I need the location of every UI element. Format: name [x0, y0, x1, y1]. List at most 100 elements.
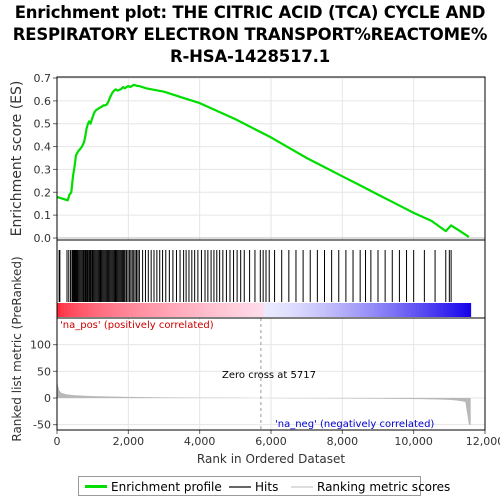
es-y-tick-label: 0.4	[34, 141, 52, 154]
color-bar-segment	[177, 303, 182, 317]
color-bar-segment	[443, 303, 447, 317]
color-bar-segment	[132, 303, 137, 317]
color-bar-segment	[284, 303, 289, 317]
color-bar-segment	[315, 303, 320, 317]
hit-marks	[58, 250, 452, 302]
color-bar-segment	[332, 303, 337, 317]
color-bar-segment	[246, 303, 251, 317]
color-bar-segment	[336, 303, 341, 317]
color-bar-segment	[139, 303, 144, 317]
color-bar-segment	[98, 303, 103, 317]
color-bar-segment	[353, 303, 358, 317]
color-bar-segment	[225, 303, 230, 317]
color-bar-segment	[294, 303, 299, 317]
color-bar-segment	[112, 303, 117, 317]
color-bar-segment	[115, 303, 120, 317]
metric-panel-frame	[56, 317, 486, 431]
color-bar-segment	[184, 303, 189, 317]
color-bar-segment	[74, 303, 79, 317]
color-bar-segment	[319, 303, 323, 317]
color-bar-segment	[301, 303, 306, 317]
color-bar-segment	[236, 303, 241, 317]
color-bar-segment	[291, 303, 296, 317]
color-bar-segment	[377, 303, 382, 317]
x-ticks: 0 2,000 4,000 6,000 8,000 10,000 12,000	[54, 430, 500, 448]
legend-item-hits: Hits	[229, 480, 278, 494]
title-line-2: RESPIRATORY ELECTRON TRANSPORT%REACTOME%	[12, 25, 488, 44]
color-bar-segment	[201, 303, 206, 317]
color-bar-segment	[450, 303, 454, 317]
es-y-tick-label: 0.7	[34, 72, 52, 85]
color-bar-segment	[239, 303, 244, 317]
color-bar-segment	[125, 303, 130, 317]
es-y-tick-label: 0.3	[34, 163, 52, 176]
x-tick-label: 12,000	[466, 435, 500, 448]
color-bar-segment	[222, 303, 227, 317]
es-y-tick-label: 0.5	[34, 118, 52, 131]
color-bar-segment	[408, 303, 413, 317]
color-bar-segment	[263, 303, 268, 317]
x-tick-label: 4,000	[184, 435, 216, 448]
color-bar-segment	[453, 303, 458, 317]
color-bar-segment	[415, 303, 420, 317]
color-bar-segment	[70, 303, 75, 317]
x-tick-label: 6,000	[255, 435, 287, 448]
color-bar-segment	[374, 303, 379, 317]
zero-cross-label: Zero cross at 5717	[222, 370, 316, 381]
color-bar-segment	[67, 303, 72, 317]
color-bar-segment	[181, 303, 185, 317]
color-bar-segment	[119, 303, 123, 317]
es-y-axis-label: Enrichment score (ES)	[9, 81, 25, 237]
color-bar-segment	[208, 303, 213, 317]
color-bar-segment	[229, 303, 234, 317]
legend-swatch-enrichment	[85, 485, 107, 488]
ranking-metric-area	[57, 375, 471, 425]
color-bar-segment	[191, 303, 196, 317]
color-bar-segment	[129, 303, 134, 317]
color-bar-segment	[150, 303, 154, 317]
color-bar-segment	[160, 303, 165, 317]
color-bar-segment	[398, 303, 403, 317]
color-bar-segment	[88, 303, 92, 317]
color-bar-segment	[387, 303, 392, 317]
color-bar-segment	[356, 303, 361, 317]
color-bar-segment	[57, 303, 61, 317]
metric-y-tick-label: 0	[44, 392, 51, 405]
color-bar-segment	[391, 303, 396, 317]
color-bar-segment	[308, 303, 313, 317]
color-bar-segment	[215, 303, 220, 317]
color-bar-segment	[188, 303, 192, 317]
color-bar-segment	[167, 303, 172, 317]
color-bar-segment	[212, 303, 216, 317]
x-tick-label: 10,000	[394, 435, 433, 448]
color-bar-segment	[146, 303, 151, 317]
color-bar-segment	[63, 303, 68, 317]
color-bar-segment	[77, 303, 82, 317]
title-line-3: R-HSA-1428517.1	[170, 47, 330, 66]
color-bar-segment	[350, 303, 354, 317]
color-bar-segment	[84, 303, 89, 317]
legend-swatch-hits	[229, 485, 251, 488]
color-bar-segment	[198, 303, 203, 317]
color-bar-segment	[274, 303, 279, 317]
legend-item-metric: Ranking metric scores	[291, 480, 450, 494]
color-bar-segment	[381, 303, 385, 317]
legend-label-metric: Ranking metric scores	[317, 480, 451, 494]
color-bar-segment	[60, 303, 65, 317]
color-bar-segment	[156, 303, 161, 317]
color-bar-segment	[322, 303, 327, 317]
color-bar-segment	[305, 303, 310, 317]
color-bar-segment	[429, 303, 434, 317]
color-bar-segment	[94, 303, 99, 317]
color-bar-segment	[267, 303, 272, 317]
color-bar-segment	[446, 303, 451, 317]
negative-correlation-label: 'na_neg' (negatively correlated)	[275, 419, 434, 430]
color-bar-segment	[384, 303, 389, 317]
color-bar-segment	[329, 303, 334, 317]
es-y-tick-label: 0.6	[34, 95, 52, 108]
enrichment-profile-line	[56, 83, 470, 238]
color-bar-segment	[163, 303, 168, 317]
metric-y-axis-label: Ranked list metric (PreRanked)	[10, 256, 24, 441]
legend-label-enrichment: Enrichment profile	[111, 480, 222, 494]
